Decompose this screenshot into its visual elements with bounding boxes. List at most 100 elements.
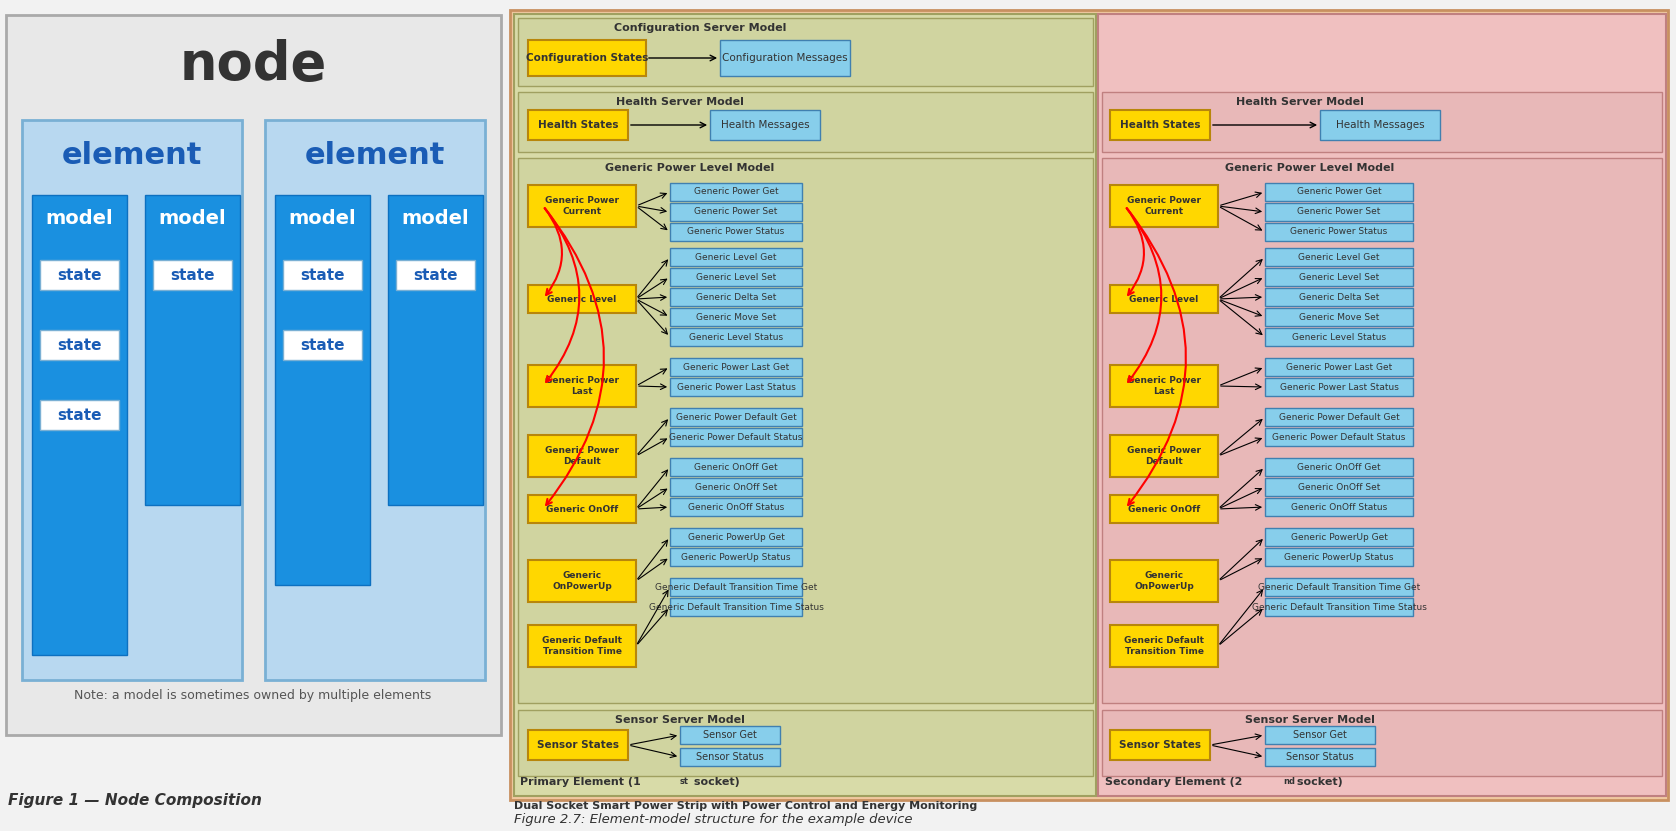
Bar: [518, 710, 1093, 776]
Bar: [40, 400, 119, 430]
Bar: [1110, 435, 1218, 477]
Text: Generic PowerUp Get: Generic PowerUp Get: [1291, 533, 1388, 542]
Text: Generic Default
Transition Time: Generic Default Transition Time: [541, 637, 622, 656]
Text: Generic Level Get: Generic Level Get: [696, 253, 776, 262]
Text: Health States: Health States: [538, 120, 618, 130]
Text: Generic Level: Generic Level: [548, 294, 617, 303]
Bar: [670, 268, 803, 286]
Text: Generic Power
Current: Generic Power Current: [1126, 196, 1202, 216]
Text: state: state: [57, 407, 101, 422]
Text: state: state: [57, 268, 101, 283]
Text: Generic Power Status: Generic Power Status: [687, 228, 784, 237]
Bar: [670, 203, 803, 221]
Text: Generic Delta Set: Generic Delta Set: [696, 293, 776, 302]
Bar: [1265, 288, 1413, 306]
Text: Generic Power
Last: Generic Power Last: [1126, 376, 1202, 396]
Bar: [528, 625, 635, 667]
Text: Sensor States: Sensor States: [536, 740, 618, 750]
Bar: [1265, 408, 1413, 426]
Bar: [1265, 223, 1413, 241]
Text: Sensor Server Model: Sensor Server Model: [615, 715, 744, 725]
Text: Generic Power Get: Generic Power Get: [1297, 188, 1381, 196]
Text: model: model: [158, 209, 226, 228]
Bar: [670, 428, 803, 446]
Text: Generic Power Last Get: Generic Power Last Get: [682, 362, 789, 371]
Text: Sensor Status: Sensor Status: [1285, 752, 1354, 762]
Text: Generic Power Default Status: Generic Power Default Status: [1272, 432, 1406, 441]
Bar: [146, 195, 240, 505]
Text: Sensor Status: Sensor Status: [696, 752, 764, 762]
Text: Figure 2.7: Element-model structure for the example device: Figure 2.7: Element-model structure for …: [515, 814, 912, 827]
Bar: [153, 260, 231, 290]
Text: Generic Default Transition Time Get: Generic Default Transition Time Get: [1259, 583, 1420, 592]
Text: Health Messages: Health Messages: [721, 120, 810, 130]
Bar: [528, 435, 635, 477]
Bar: [670, 308, 803, 326]
Text: Generic Level Status: Generic Level Status: [1292, 332, 1386, 342]
Text: node: node: [179, 39, 327, 91]
Bar: [680, 748, 779, 766]
Bar: [670, 223, 803, 241]
Bar: [680, 726, 779, 744]
Bar: [1265, 183, 1413, 201]
Text: Generic Power Set: Generic Power Set: [1297, 208, 1381, 217]
Text: Generic OnOff Get: Generic OnOff Get: [694, 463, 778, 471]
Bar: [670, 548, 803, 566]
Text: Dual Socket Smart Power Strip with Power Control and Energy Monitoring: Dual Socket Smart Power Strip with Power…: [515, 801, 977, 811]
Text: Generic Power Default Get: Generic Power Default Get: [1279, 412, 1399, 421]
Text: Secondary Element (2: Secondary Element (2: [1104, 777, 1242, 787]
Text: nd: nd: [1284, 778, 1296, 786]
Text: Generic Power Level Model: Generic Power Level Model: [605, 163, 774, 173]
Text: Generic OnOff Set: Generic OnOff Set: [696, 483, 778, 491]
Bar: [1265, 308, 1413, 326]
Bar: [510, 10, 1668, 800]
Text: Generic Level Set: Generic Level Set: [1299, 273, 1379, 282]
Text: Generic OnOff: Generic OnOff: [546, 504, 618, 514]
Bar: [283, 330, 362, 360]
Text: model: model: [401, 209, 469, 228]
Bar: [265, 120, 484, 680]
Bar: [1110, 110, 1210, 140]
Bar: [1103, 710, 1663, 776]
Bar: [528, 365, 635, 407]
Text: socket): socket): [1292, 777, 1342, 787]
Text: Generic Power Last Status: Generic Power Last Status: [1279, 382, 1398, 391]
Text: state: state: [412, 268, 458, 283]
Text: element: element: [305, 140, 446, 170]
Text: Generic Power
Last: Generic Power Last: [545, 376, 618, 396]
Bar: [518, 158, 1093, 703]
Text: Generic Power Default Get: Generic Power Default Get: [675, 412, 796, 421]
Text: Generic Level Set: Generic Level Set: [696, 273, 776, 282]
Text: state: state: [57, 337, 101, 352]
Text: Generic Default Transition Time Get: Generic Default Transition Time Get: [655, 583, 818, 592]
Text: Generic Power Last Status: Generic Power Last Status: [677, 382, 796, 391]
Text: st: st: [680, 778, 689, 786]
Bar: [1321, 110, 1440, 140]
Text: Generic Power
Current: Generic Power Current: [545, 196, 618, 216]
Text: Generic OnOff Set: Generic OnOff Set: [1297, 483, 1381, 491]
Bar: [1265, 248, 1413, 266]
Bar: [1265, 328, 1413, 346]
Text: Primary Element (1: Primary Element (1: [520, 777, 640, 787]
Bar: [1103, 158, 1663, 703]
Bar: [518, 92, 1093, 152]
Bar: [670, 378, 803, 396]
Text: Generic Move Set: Generic Move Set: [1299, 312, 1379, 322]
Bar: [670, 458, 803, 476]
Text: Generic Power Last Get: Generic Power Last Get: [1285, 362, 1393, 371]
Text: Generic PowerUp Get: Generic PowerUp Get: [687, 533, 784, 542]
Text: Generic Default Transition Time Status: Generic Default Transition Time Status: [1252, 602, 1426, 612]
Bar: [528, 495, 635, 523]
Text: Sensor Get: Sensor Get: [702, 730, 758, 740]
Text: Health Messages: Health Messages: [1336, 120, 1425, 130]
Bar: [670, 478, 803, 496]
Text: Generic Default Transition Time Status: Generic Default Transition Time Status: [649, 602, 823, 612]
Bar: [1265, 578, 1413, 596]
Text: Generic Level: Generic Level: [1130, 294, 1198, 303]
Bar: [670, 288, 803, 306]
Bar: [389, 195, 483, 505]
Text: Generic Power Default Status: Generic Power Default Status: [669, 432, 803, 441]
Text: Generic OnOff Get: Generic OnOff Get: [1297, 463, 1381, 471]
Bar: [528, 730, 628, 760]
Text: Configuration States: Configuration States: [526, 53, 649, 63]
